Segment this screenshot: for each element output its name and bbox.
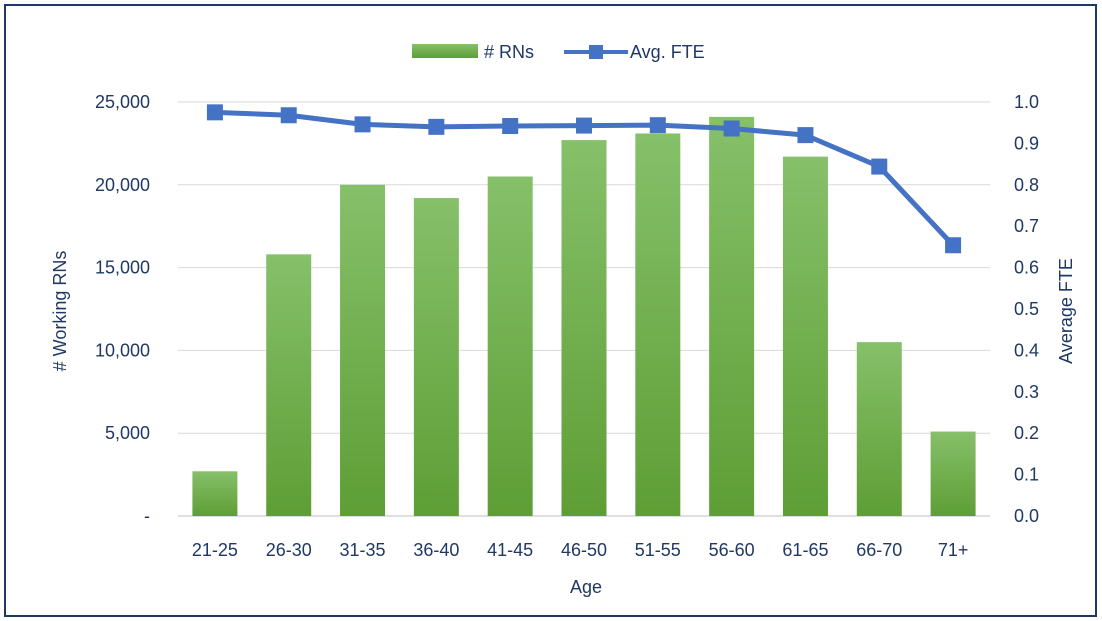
fte-line-series [206,104,962,254]
y-axis-title: # Working RNs [50,251,70,372]
bar [192,471,238,516]
y-tick-label: 20,000 [95,175,150,195]
fte-point [428,118,445,135]
fte-point [280,107,297,124]
bar [709,116,755,517]
y2-tick-label: 0.3 [1014,382,1039,402]
fte-point [723,120,740,137]
y-tick-label: 15,000 [95,258,150,278]
y-tick-label: 10,000 [95,340,150,360]
y-tick-label: - [144,506,150,526]
x-tick-label: 26-30 [266,540,312,560]
legend-line-label: Avg. FTE [630,42,705,62]
x-tick-label: 66-70 [856,540,902,560]
bar [266,254,312,517]
bar [340,184,386,517]
legend-line-marker [589,45,603,59]
bar [561,140,607,516]
x-tick-label: 56-60 [709,540,755,560]
bar [635,133,681,517]
bar [856,342,902,516]
fte-point [871,158,888,175]
x-tick-label: 21-25 [192,540,238,560]
x-axis-title: Age [570,577,602,597]
chart-frame [4,4,1097,617]
bar [413,198,459,516]
y2-tick-label: 1.0 [1014,92,1039,112]
y-tick-label: 25,000 [95,92,150,112]
y2-axis-title: Average FTE [1056,258,1076,364]
fte-point [649,117,666,134]
x-tick-label: 71+ [938,540,969,560]
y2-tick-label: 0.0 [1014,506,1039,526]
bars [192,116,976,517]
y2-tick-label: 0.1 [1014,465,1039,485]
y2-tick-label: 0.7 [1014,216,1039,236]
x-tick-label: 61-65 [782,540,828,560]
fte-point [576,117,592,134]
y2-tick-label: 0.2 [1014,423,1039,443]
x-tick-label: 46-50 [561,540,607,560]
x-tick-label: 36-40 [413,540,459,560]
fte-point [945,237,962,254]
y-tick-label: 5,000 [105,423,150,443]
left-axis-ticks: - 5,000 10,000 15,000 20,000 25,000 [95,92,150,526]
fte-point [206,104,223,121]
legend-bar-swatch [412,44,478,58]
right-axis-ticks: 0.0 0.1 0.2 0.3 0.4 0.5 0.6 0.7 0.8 0.9 1.0 [1014,92,1039,526]
bar [930,431,976,516]
x-tick-label: 51-55 [635,540,681,560]
legend-bar-label: # RNs [484,42,534,62]
y2-tick-label: 0.4 [1014,340,1039,360]
y2-tick-label: 0.6 [1014,258,1039,278]
bar [487,176,533,516]
y2-tick-label: 0.5 [1014,299,1039,319]
x-tick-label: 41-45 [487,540,533,560]
x-tick-label: 31-35 [340,540,386,560]
bar [782,156,828,516]
fte-point [354,116,371,133]
fte-point [797,127,814,144]
y2-tick-label: 0.9 [1014,133,1039,153]
legend: # RNs Avg. FTE [412,42,705,62]
fte-point [502,118,519,135]
y2-tick-label: 0.8 [1014,175,1039,195]
x-axis-ticks: 21-25 26-30 31-35 36-40 41-45 46-50 51-55 56-60… [192,540,968,560]
